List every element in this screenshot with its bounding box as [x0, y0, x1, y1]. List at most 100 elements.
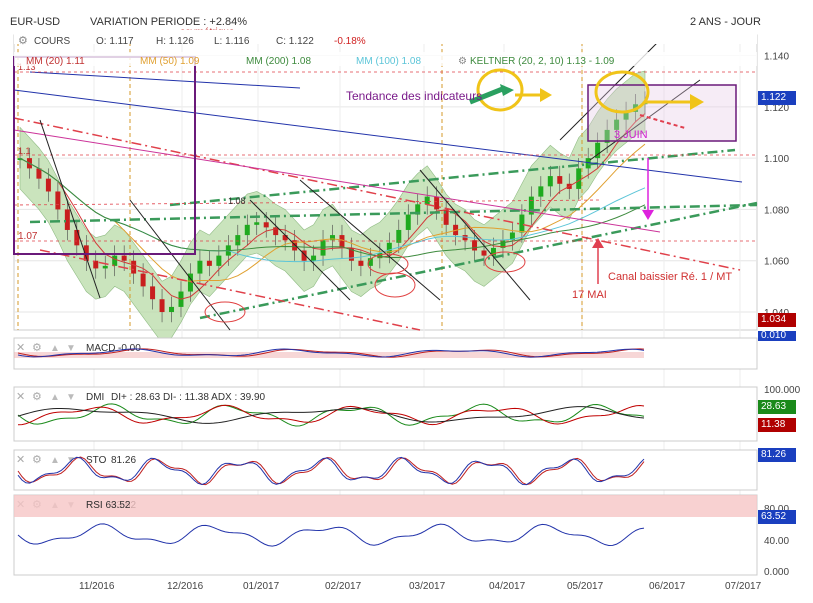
x-tick-label: 03/2017: [409, 581, 446, 592]
candle-body: [74, 229, 80, 246]
macd-info: -0.00: [118, 343, 141, 354]
candle-body: [604, 129, 610, 143]
x-tick-label: 05/2017: [567, 581, 604, 592]
price-axis-label: 1.060: [764, 257, 789, 268]
ohlc-open: O: 1.117: [96, 36, 134, 47]
candle-body: [595, 142, 601, 159]
pink-trend-line: [13, 129, 661, 233]
x-tick-label: 11/2016: [79, 581, 115, 592]
candle-body: [282, 235, 288, 241]
candle-body: [93, 260, 99, 269]
candle-body: [263, 222, 269, 228]
variation-label: VARIATION PERIODE : +2.84%: [90, 16, 248, 28]
candle-body: [557, 176, 563, 184]
close-icon: ✕: [16, 454, 25, 466]
support-line-2: [199, 201, 758, 320]
yellow-arrowhead-2: [690, 94, 704, 110]
candle-body: [254, 222, 260, 225]
label-canal: Canal baissier Ré. 1 / MT: [608, 271, 732, 283]
rsi-axis-80: 80.00: [764, 504, 789, 515]
rsi-line: [17, 523, 645, 547]
candle-body: [206, 260, 212, 266]
candle-body: [64, 209, 70, 230]
sto-info: 81.26: [111, 455, 136, 466]
candle-body: [121, 255, 127, 261]
candle-body: [377, 253, 383, 259]
yellow-arrowhead-1: [540, 88, 552, 102]
rsi-tag: 63.52: [758, 510, 796, 524]
legend-mm50: MM (50) 1.09: [140, 56, 200, 67]
resistance-line: [13, 117, 741, 271]
blue-line-2: [29, 71, 301, 89]
label-107: 1.07: [18, 231, 38, 242]
candle-body: [396, 229, 402, 243]
candle-body: [131, 260, 137, 274]
candle-body: [358, 260, 364, 266]
ma20-line: [19, 113, 646, 300]
arrow-up-icon: ▲: [50, 455, 60, 466]
candle-body: [140, 273, 146, 287]
black-trend-line: [589, 79, 701, 161]
macd-tag: 0.010: [758, 331, 796, 341]
red-arrowhead: [592, 238, 604, 248]
candle-body: [443, 209, 449, 225]
candle-body: [311, 255, 317, 261]
candle-body: [292, 240, 298, 251]
candle-body: [500, 240, 506, 248]
macd-line: [17, 348, 645, 358]
candle-body: [17, 158, 23, 161]
black-trend-line: [129, 199, 231, 331]
candle-body: [367, 258, 373, 266]
arrow-down-icon: ▼: [66, 343, 76, 354]
keltner-band: [19, 70, 646, 344]
green-arrowhead: [500, 84, 514, 96]
legend-bar-bg: [14, 52, 757, 66]
candle-body: [36, 168, 42, 179]
highlight-circle: [476, 68, 524, 112]
arrow-up-icon: ▲: [50, 343, 60, 354]
candle-body: [197, 260, 203, 274]
period-label[interactable]: 2 ANS - JOUR: [690, 16, 761, 28]
candle-body: [216, 255, 222, 266]
candle-body: [102, 265, 108, 269]
candle-body: [348, 247, 354, 261]
dmi-info: DI+ : 28.63 DI- : 11.38 ADX : 39.90: [111, 392, 266, 403]
low-circle: [204, 301, 246, 323]
support-line-1: [29, 203, 758, 224]
gear-icon: ⚙: [32, 391, 42, 403]
candle-body: [509, 232, 515, 241]
x-tick-label: 01/2017: [243, 581, 280, 592]
candle-body: [339, 235, 345, 248]
label-tendance: Tendance des indicateurs: [346, 89, 482, 103]
price-axis-label: 1.120: [764, 103, 789, 114]
candle-body: [235, 235, 241, 246]
symbol-label: EUR-USD: [10, 16, 61, 28]
recent-box: [587, 84, 737, 142]
sto-tag: 81.26: [758, 448, 796, 462]
channel-low-line: [39, 249, 421, 331]
candle-body: [519, 214, 525, 233]
candle-body: [415, 204, 421, 215]
dmi-label: DMI: [86, 392, 104, 403]
black-trend-line: [39, 119, 101, 299]
x-tick-label: 06/2017: [649, 581, 686, 592]
candle-body: [623, 111, 629, 120]
close-icon: ✕: [16, 342, 25, 354]
sto-label: STO: [86, 455, 107, 466]
sto-k-line: [17, 456, 645, 486]
black-trend-line: [299, 179, 441, 301]
ma50-line: [19, 143, 646, 282]
gear-icon: ⚙: [458, 56, 467, 67]
ohlc-cours-label: COURS: [34, 36, 70, 47]
gear-icon: ⚙: [32, 454, 42, 466]
price-axis-label: 1.100: [764, 154, 789, 165]
candle-body: [614, 119, 620, 130]
candle-body: [462, 235, 468, 241]
candle-body: [330, 235, 335, 241]
candle-body: [273, 227, 279, 236]
candle-body: [490, 247, 496, 256]
rsi-axis-0: 0.000: [764, 567, 789, 578]
label-11: 1.1: [18, 146, 31, 156]
ohlc-close: C: 1.122: [276, 36, 314, 47]
green-arrow: [469, 85, 506, 105]
